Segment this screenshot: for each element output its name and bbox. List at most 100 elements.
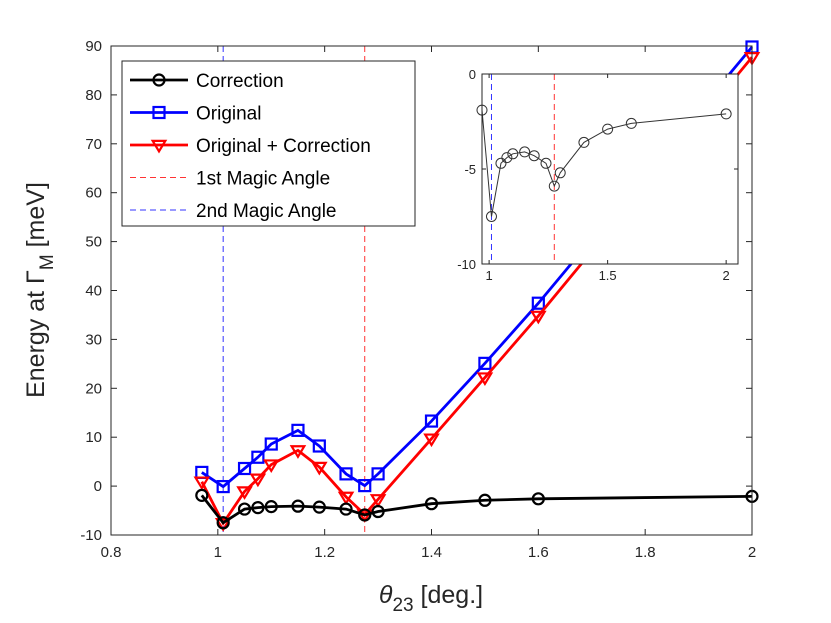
point-correction-3 [251,501,265,515]
point-original-correction-3 [249,473,267,488]
point-original-4 [264,437,278,451]
inset-y-tick-label: -5 [464,162,476,177]
y-axis-label-prefix: Energy at [22,284,50,398]
point-correction-10 [424,497,439,511]
point-correction-4 [264,500,278,514]
point-original-12 [531,296,545,310]
y-tick-label: -10 [80,527,102,544]
point-original-correction-2 [236,486,253,500]
point-correction-6 [312,500,326,514]
inset-point-13 [720,108,732,120]
inset-point-11 [602,123,614,135]
point-original-5 [291,423,305,437]
x-axis-label-subscript: 23 [392,595,413,616]
inset-point-1 [485,211,497,222]
y-tick-label: 80 [85,87,102,104]
legend-box [121,60,416,227]
legend-label-1st-magic-angle: 1st Magic Angle [196,169,330,190]
y-tick-label: 50 [85,234,102,251]
x-tick-label: 1.8 [635,544,656,561]
point-original-correction-7 [337,491,355,506]
x-tick-label: 1.4 [421,544,442,561]
point-correction-7 [339,502,353,516]
legend-label-2nd-magic-angle: 2nd Magic Angle [196,201,337,222]
x-tick-label: 2 [748,544,756,561]
point-original-correction-1 [214,518,232,532]
point-original-11 [478,356,492,370]
y-tick-label: 30 [85,331,102,348]
point-correction-12 [531,492,545,506]
point-original-3 [251,450,265,464]
point-original-correction-11 [476,372,494,386]
y-tick-label: 10 [85,429,102,446]
x-tick-label: 0.8 [101,544,122,561]
y-tick-label: 0 [94,478,102,495]
point-original-correction-4 [262,459,280,474]
inset-x-tick-label: 1.5 [599,268,617,283]
point-correction-5 [291,499,305,513]
x-axis-label-symbol: θ [379,581,393,609]
legend-marker-correction [152,73,166,87]
series-line-original [201,46,754,489]
inset-point-7 [540,157,552,169]
inset-point-9 [554,167,566,179]
point-original-correction-5 [289,445,307,459]
point-original-8 [358,479,372,493]
inset-box [481,73,739,265]
x-axis-label-unit: [deg.] [414,581,484,609]
point-correction-0 [195,488,209,502]
x-tick-label: 1.2 [314,544,335,561]
inset-y-tick-label: -10 [457,257,476,272]
point-original-correction-9 [369,494,387,508]
y-axis-label-symbol: Γ [22,270,50,284]
legend-marker-original-correction [150,139,168,154]
y-tick-label: 40 [85,283,102,300]
point-correction-8 [358,508,372,522]
legend: Correction Original Original + Correction 1… [121,60,416,227]
inset-point-3 [501,152,513,164]
point-original-correction-6 [311,461,328,476]
point-original-2 [237,461,252,476]
point-original-10 [424,414,439,428]
point-original-7 [339,467,353,481]
x-tick-label: 1.6 [528,544,549,561]
inset-point-10 [578,136,590,148]
series-line-correction [200,494,753,525]
inset-x-tick-label: 2 [723,268,730,283]
inset-point-6 [528,150,540,162]
point-correction-11 [478,493,492,507]
series-line-original-correction [200,56,754,527]
inset-point-12 [625,117,637,129]
point-original-6 [312,439,326,453]
y-axis-label: Energy at ΓM [meV] [22,182,58,398]
point-original-correction-10 [423,433,440,448]
point-correction-9 [371,504,385,519]
legend-label-original: Original [196,104,261,125]
point-correction-2 [237,502,252,516]
inset-y-tick-label: 0 [469,67,476,82]
legend-label-correction: Correction [196,71,284,92]
inset-point-2 [495,157,507,169]
x-axis-label: θ23 [deg.] [379,581,483,616]
y-tick-label: 70 [85,136,102,153]
inset-background [482,74,738,264]
y-axis-label-subscript: M [37,254,58,270]
inset-plot: 1 1.5 2 -10 -5 0 [457,67,739,283]
y-axis-label-unit: [meV] [22,182,50,254]
y-tick-label: 60 [85,185,102,202]
point-original-correction-0 [193,476,211,491]
inset-point-5 [519,146,531,158]
y-tick-label: 90 [85,38,102,55]
inset-point-4 [507,148,519,160]
point-original-correction-12 [530,310,547,325]
point-original-9 [371,467,385,481]
inset-point-8 [548,180,560,192]
y-tick-label: 20 [85,380,102,397]
inset-x-tick-label: 1 [485,268,492,283]
legend-label-original-correction: Original + Correction [196,136,371,157]
legend-marker-original [152,105,166,120]
x-tick-label: 1 [214,544,222,561]
point-original-1 [216,479,230,494]
point-correction-1 [216,516,230,530]
